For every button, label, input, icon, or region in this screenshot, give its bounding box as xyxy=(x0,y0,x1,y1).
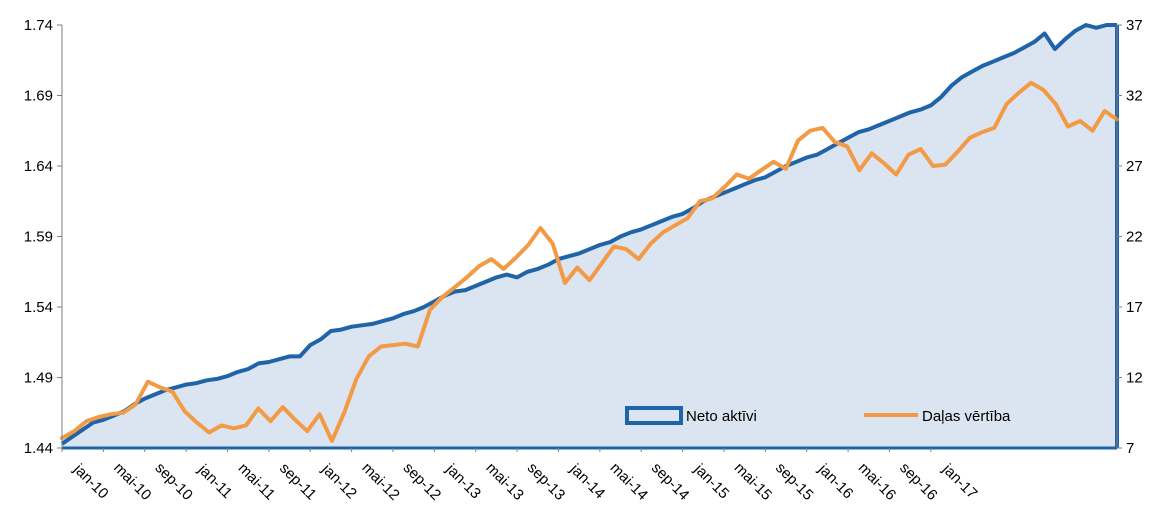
x-tick-label: jan-13 xyxy=(442,460,484,502)
x-tick-label: sep-13 xyxy=(524,459,568,503)
y-left-tick-label: 1.59 xyxy=(24,229,53,246)
x-tick-label: jan-11 xyxy=(194,461,235,502)
y-left-tick-label: 1.49 xyxy=(24,370,53,387)
x-tick-label: jan-10 xyxy=(70,460,112,502)
x-tick-label: sep-14 xyxy=(648,459,692,503)
dalas-vertiba-line xyxy=(60,80,1119,443)
y-left-tick-label: 1.44 xyxy=(24,440,53,457)
y-right-tick-label: 37 xyxy=(1126,17,1143,34)
x-tick-label: mai-14 xyxy=(607,459,651,503)
area-layer xyxy=(62,25,1117,448)
x-tick-label: sep-10 xyxy=(151,459,195,503)
x-tick-label: sep-12 xyxy=(400,459,444,503)
x-tick-label: sep-16 xyxy=(896,459,940,503)
y-right-tick-label: 27 xyxy=(1126,158,1143,175)
x-tick-label: jan-12 xyxy=(318,460,360,502)
y-right-tick-label: 22 xyxy=(1126,229,1143,246)
y-left-tick-label: 1.54 xyxy=(24,299,53,316)
x-tick-label: jan-15 xyxy=(690,460,732,502)
x-tick-label: mai-10 xyxy=(110,459,154,503)
y-right-tick-label: 32 xyxy=(1126,88,1143,105)
y-left-tick-label: 1.69 xyxy=(24,88,53,105)
x-tick-label: mai-13 xyxy=(482,459,526,503)
y-right-tick-label: 12 xyxy=(1126,370,1143,387)
x-tick-label: mai-11 xyxy=(235,460,279,504)
x-tick-label: jan-17 xyxy=(938,460,980,502)
y-right-tick-label: 7 xyxy=(1126,440,1134,457)
y-left-tick-label: 1.74 xyxy=(24,17,53,34)
x-tick-label: sep-15 xyxy=(772,459,816,503)
y-right-tick-label: 17 xyxy=(1126,299,1143,316)
x-tick-label: sep-11 xyxy=(276,460,320,504)
y-left-tick-label: 1.64 xyxy=(24,158,53,175)
x-tick-label: jan-14 xyxy=(566,460,608,502)
neto-aktivi-line xyxy=(60,23,1117,446)
legend-label-neto-aktivi: Neto aktīvi xyxy=(686,408,757,425)
legend-swatch-neto-aktivi xyxy=(625,406,683,425)
legend: Neto aktīvi Daļas vērtība xyxy=(625,406,1011,425)
x-tick-label: mai-15 xyxy=(731,459,775,503)
legend-label-dalas-vertiba: Daļas vērtība xyxy=(922,408,1011,425)
x-tick-label: jan-16 xyxy=(814,460,856,502)
x-tick-label: mai-16 xyxy=(855,459,899,503)
neto-aktivi-area xyxy=(62,25,1117,448)
x-tick-label: mai-12 xyxy=(358,459,402,503)
